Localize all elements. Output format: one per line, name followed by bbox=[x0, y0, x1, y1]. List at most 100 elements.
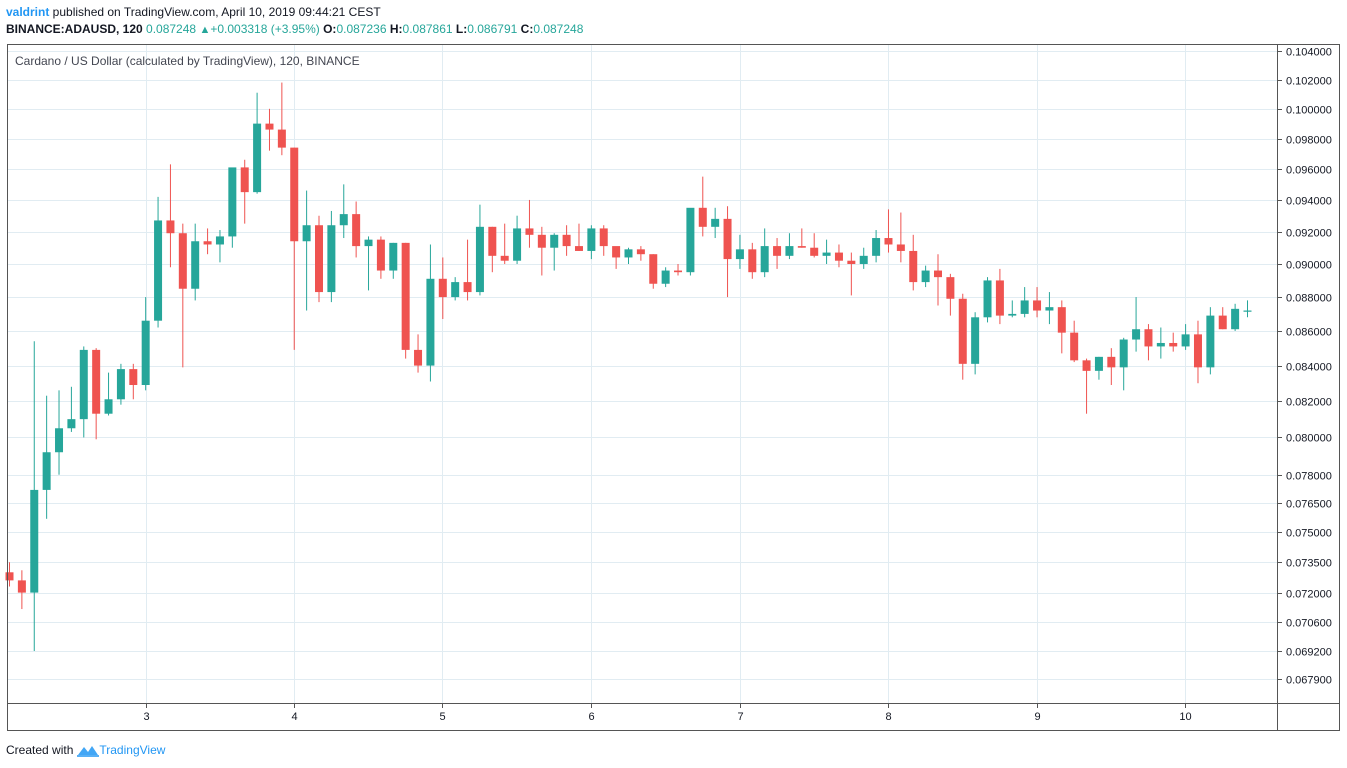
chart-frame bbox=[7, 44, 1340, 731]
candle-body bbox=[339, 214, 348, 226]
candle-body bbox=[797, 246, 806, 248]
candle-body bbox=[79, 349, 88, 420]
candle bbox=[1169, 332, 1178, 352]
candle bbox=[1119, 337, 1128, 391]
candle bbox=[1008, 300, 1017, 318]
candle-body bbox=[1181, 334, 1190, 347]
tradingview-brand-label: TradingView bbox=[99, 743, 166, 757]
candle-body bbox=[1243, 310, 1252, 312]
candle bbox=[488, 226, 497, 273]
candle-body bbox=[116, 369, 125, 400]
candle-body bbox=[215, 236, 224, 245]
tradingview-brand[interactable]: TradingView bbox=[77, 742, 165, 758]
candle bbox=[1181, 324, 1190, 350]
candle bbox=[686, 207, 695, 276]
candle bbox=[624, 247, 633, 264]
candle bbox=[302, 190, 311, 311]
candle bbox=[463, 239, 472, 301]
candle-body bbox=[55, 428, 64, 453]
candle-body bbox=[896, 244, 905, 251]
x-tick-label: 9 bbox=[1034, 711, 1040, 723]
candle bbox=[1070, 320, 1079, 363]
candle bbox=[1094, 356, 1103, 380]
candle-body bbox=[253, 123, 262, 193]
candle-body bbox=[810, 247, 819, 256]
candle-body bbox=[191, 241, 200, 289]
candle-body bbox=[525, 228, 534, 235]
candle bbox=[884, 209, 893, 253]
candle bbox=[67, 386, 76, 432]
last-price: 0.087248 bbox=[146, 22, 197, 36]
candle bbox=[1144, 324, 1153, 361]
candle bbox=[191, 223, 200, 301]
publish-info: valdrint published on TradingView.com, A… bbox=[6, 4, 381, 20]
candle bbox=[30, 341, 39, 652]
candle bbox=[1132, 297, 1141, 352]
candle-body bbox=[946, 277, 955, 299]
open-label: O: bbox=[323, 22, 337, 36]
candle-body bbox=[748, 249, 757, 273]
candle bbox=[995, 268, 1004, 325]
candle bbox=[475, 204, 484, 296]
y-tick-label: 0.070600 bbox=[1286, 618, 1332, 630]
candle-body bbox=[1156, 342, 1165, 347]
candle-body bbox=[240, 167, 249, 193]
candle bbox=[1231, 303, 1240, 331]
candle-body bbox=[475, 226, 484, 293]
candle-body bbox=[1132, 329, 1141, 340]
candle bbox=[166, 164, 175, 268]
candle-body bbox=[228, 167, 237, 237]
candle bbox=[352, 201, 361, 258]
tradingview-logo-icon bbox=[77, 746, 100, 757]
y-tick-label: 0.072000 bbox=[1286, 589, 1332, 601]
candle-body bbox=[574, 246, 583, 251]
candle-body bbox=[624, 249, 633, 258]
candle-body bbox=[612, 246, 621, 258]
candle-body bbox=[1033, 300, 1042, 311]
candle bbox=[785, 233, 794, 260]
candle-body bbox=[834, 252, 843, 261]
candle bbox=[513, 215, 522, 264]
candle bbox=[215, 230, 224, 263]
candle-body bbox=[290, 147, 299, 242]
candle bbox=[42, 395, 51, 519]
candle-body bbox=[550, 234, 559, 248]
candle-body bbox=[1045, 307, 1054, 311]
created-with-text: Created with bbox=[6, 743, 74, 757]
candle-body bbox=[562, 234, 571, 247]
candle-body bbox=[686, 207, 695, 273]
candle-body bbox=[1107, 356, 1116, 368]
y-tick-label: 0.069200 bbox=[1286, 647, 1332, 659]
candle-body bbox=[735, 249, 744, 260]
x-tick-label: 7 bbox=[737, 711, 743, 723]
y-tick-label: 0.104000 bbox=[1286, 47, 1332, 59]
candle bbox=[116, 363, 125, 405]
candle-body bbox=[327, 225, 336, 293]
high-value: 0.087861 bbox=[402, 22, 453, 36]
candle-body bbox=[178, 233, 187, 289]
author-link[interactable]: valdrint bbox=[6, 5, 50, 19]
candle-body bbox=[1057, 307, 1066, 333]
candle bbox=[921, 265, 930, 288]
candle bbox=[1243, 300, 1252, 318]
candle bbox=[711, 207, 720, 239]
candle-body bbox=[773, 246, 782, 256]
candle bbox=[154, 196, 163, 328]
candle-body bbox=[203, 241, 212, 245]
candle-body bbox=[414, 349, 423, 366]
candle bbox=[92, 348, 101, 440]
candle-body bbox=[154, 220, 163, 321]
candle bbox=[376, 236, 385, 279]
candle-body bbox=[698, 207, 707, 227]
candle-body bbox=[129, 369, 138, 386]
y-tick-label: 0.078000 bbox=[1286, 471, 1332, 483]
y-tick-label: 0.092000 bbox=[1286, 228, 1332, 240]
candle-body bbox=[909, 250, 918, 283]
candle-body bbox=[42, 452, 51, 490]
candles bbox=[5, 82, 1252, 652]
candle bbox=[525, 199, 534, 248]
candle-body bbox=[1070, 332, 1079, 361]
candle bbox=[735, 234, 744, 269]
candle-body bbox=[537, 234, 546, 248]
